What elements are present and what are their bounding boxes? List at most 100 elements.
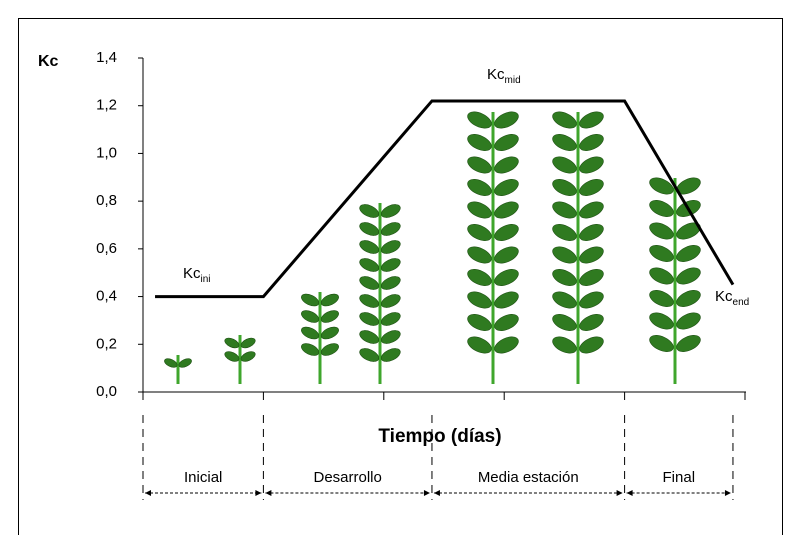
plant-leaf bbox=[359, 258, 380, 272]
plant-leaf bbox=[467, 336, 492, 354]
plant-leaf bbox=[240, 351, 256, 362]
plant-leaf bbox=[359, 276, 380, 290]
plant-leaf bbox=[552, 291, 577, 309]
y-axis-label: Kc bbox=[38, 53, 59, 70]
plant-leaf bbox=[380, 330, 401, 344]
frame bbox=[18, 18, 783, 535]
plant-leaf bbox=[676, 245, 701, 262]
y-tick-label: 0,6 bbox=[96, 240, 117, 257]
plant-leaf bbox=[649, 245, 674, 262]
plant-leaf bbox=[320, 326, 339, 340]
plant-leaf bbox=[649, 200, 674, 217]
stage-label: Desarrollo bbox=[314, 469, 382, 486]
plant-leaf bbox=[359, 312, 380, 326]
annotation-sub: mid bbox=[505, 75, 521, 86]
plant-leaf bbox=[579, 269, 604, 286]
plant-leaf bbox=[579, 179, 604, 196]
plant-leaf bbox=[359, 330, 380, 344]
y-tick-label: 1,4 bbox=[96, 49, 117, 66]
plant-leaf bbox=[579, 224, 604, 241]
plant-leaf bbox=[380, 240, 401, 254]
plant-leaf bbox=[467, 314, 492, 331]
plant-leaf bbox=[224, 351, 240, 362]
plant-leaf bbox=[579, 201, 604, 219]
plant-leaf bbox=[467, 134, 492, 151]
plant-leaf bbox=[579, 246, 604, 264]
plant-leaf bbox=[552, 314, 577, 331]
plant-leaf bbox=[552, 224, 577, 241]
annotation-sub: end bbox=[733, 297, 750, 308]
plant-leaf bbox=[301, 310, 320, 323]
plant-leaf bbox=[579, 111, 604, 129]
plant-leaf bbox=[359, 240, 380, 254]
plant-leaf bbox=[676, 222, 701, 240]
plant-leaf bbox=[467, 246, 492, 264]
plant-leaf bbox=[579, 291, 604, 309]
plant-leaf bbox=[552, 156, 577, 174]
plant-leaf bbox=[494, 201, 519, 219]
plant-leaf bbox=[380, 312, 401, 326]
annotation: Kcmid bbox=[487, 66, 521, 86]
plant-leaf bbox=[494, 224, 519, 241]
plant-leaf bbox=[649, 222, 674, 240]
plant-leaf bbox=[301, 293, 320, 307]
plant-leaf bbox=[494, 269, 519, 286]
plants bbox=[164, 111, 701, 384]
annotation: Kcend bbox=[715, 288, 749, 308]
x-axis-label: Tiempo (días) bbox=[378, 426, 501, 447]
plant-leaf bbox=[579, 314, 604, 331]
plant-leaf bbox=[467, 269, 492, 286]
plant-leaf bbox=[494, 134, 519, 151]
plant-leaf bbox=[467, 179, 492, 196]
plant-leaf bbox=[240, 337, 256, 349]
plant-leaf bbox=[380, 294, 401, 308]
plant-leaf bbox=[380, 204, 401, 218]
plant-leaf bbox=[552, 336, 577, 354]
plant-leaf bbox=[320, 310, 339, 323]
plant-leaf bbox=[301, 343, 320, 356]
y-tick-label: 0,8 bbox=[96, 192, 117, 209]
plant-leaf bbox=[552, 201, 577, 219]
y-tick-label: 1,0 bbox=[96, 144, 117, 161]
plant-leaf bbox=[649, 290, 674, 307]
plant-leaf bbox=[649, 267, 674, 285]
plant-leaf bbox=[676, 290, 701, 307]
plant-leaf bbox=[380, 276, 401, 290]
annotation-text: Kc bbox=[487, 66, 505, 83]
plant-leaf bbox=[178, 358, 192, 368]
annotation: Kcini bbox=[183, 265, 211, 285]
plant-leaf bbox=[579, 336, 604, 354]
plant-leaf bbox=[579, 134, 604, 151]
plant-leaf bbox=[359, 348, 380, 362]
annotation-text: Kc bbox=[183, 265, 201, 282]
y-tick-label: 0,4 bbox=[96, 288, 117, 305]
plant-leaf bbox=[552, 134, 577, 151]
plant-leaf bbox=[494, 336, 519, 354]
plant-leaf bbox=[359, 222, 380, 236]
y-tick-label: 0,2 bbox=[96, 335, 117, 352]
stage-label: Media estación bbox=[478, 469, 579, 486]
annotation-sub: ini bbox=[201, 274, 211, 285]
plant-leaf bbox=[467, 156, 492, 174]
plant-leaf bbox=[380, 222, 401, 236]
plant-leaf bbox=[320, 293, 339, 307]
annotation-text: Kc bbox=[715, 288, 733, 305]
stage-label: Final bbox=[663, 469, 696, 486]
y-tick-label: 0,0 bbox=[96, 383, 117, 400]
plant-leaf bbox=[494, 179, 519, 196]
plant-leaf bbox=[649, 312, 674, 330]
plant-leaf bbox=[649, 177, 674, 195]
plant-leaf bbox=[552, 269, 577, 286]
plant-leaf bbox=[552, 111, 577, 129]
plant-leaf bbox=[494, 291, 519, 309]
plant-leaf bbox=[224, 337, 240, 349]
plant-leaf bbox=[380, 348, 401, 362]
plant-leaf bbox=[494, 111, 519, 129]
plant-leaf bbox=[494, 314, 519, 331]
plant-leaf bbox=[676, 312, 701, 330]
plant-leaf bbox=[494, 156, 519, 174]
plant-leaf bbox=[676, 335, 701, 352]
plant-leaf bbox=[649, 335, 674, 352]
plant-leaf bbox=[467, 291, 492, 309]
